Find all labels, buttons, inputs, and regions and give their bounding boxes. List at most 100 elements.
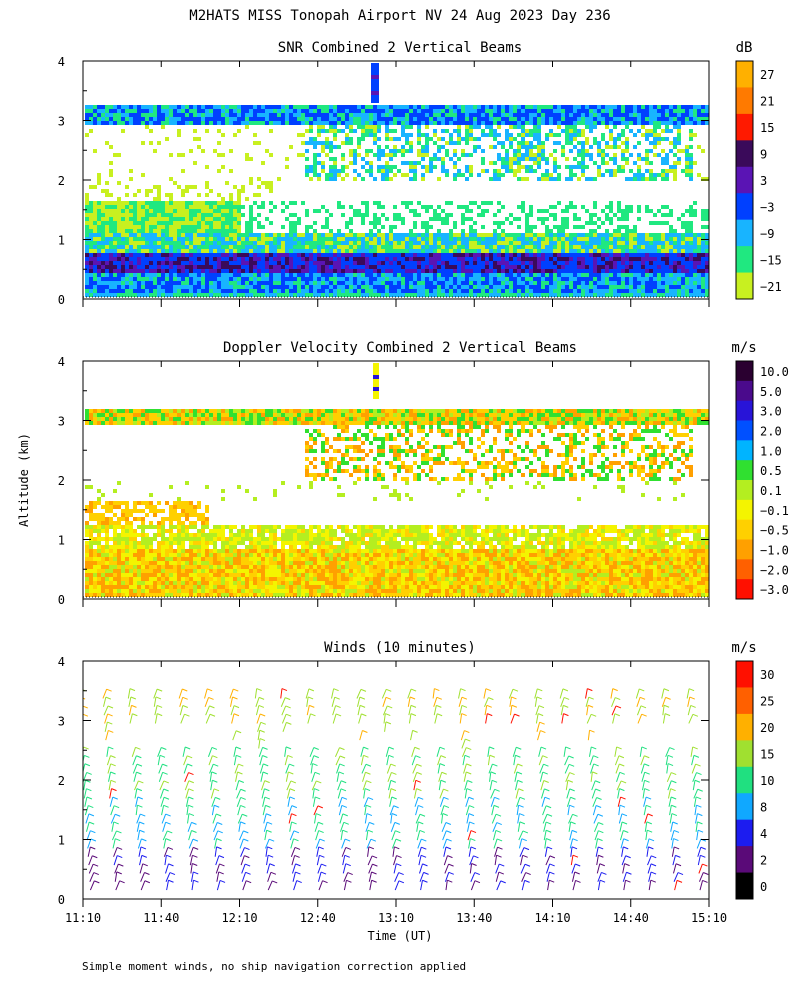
snr-cell bbox=[261, 113, 265, 117]
snr-cell bbox=[689, 293, 693, 297]
snr-cell bbox=[705, 177, 709, 181]
snr-cell bbox=[301, 133, 305, 137]
snr-cell bbox=[413, 289, 417, 293]
snr-cell bbox=[453, 149, 457, 153]
snr-cell bbox=[493, 281, 497, 285]
snr-cell bbox=[413, 177, 417, 181]
snr-cell bbox=[645, 177, 649, 181]
snr-cell bbox=[417, 113, 421, 117]
snr-cell bbox=[329, 229, 333, 233]
snr-cell bbox=[273, 233, 277, 237]
snr-cell bbox=[565, 289, 569, 293]
snr-cell bbox=[189, 209, 193, 213]
snr-cell bbox=[337, 237, 341, 241]
snr-cell bbox=[397, 249, 401, 253]
snr-cell bbox=[197, 193, 201, 197]
snr-cell bbox=[369, 289, 373, 293]
snr-cell bbox=[385, 145, 389, 149]
snr-cell bbox=[665, 257, 669, 261]
snr-cell bbox=[157, 221, 161, 225]
snr-cell bbox=[621, 153, 625, 157]
doppler-cell bbox=[85, 557, 89, 561]
snr-cell bbox=[445, 201, 449, 205]
snr-cell bbox=[277, 177, 281, 181]
snr-cell bbox=[265, 113, 269, 117]
snr-cell bbox=[221, 289, 225, 293]
snr-cell bbox=[373, 129, 377, 133]
snr-cell bbox=[193, 129, 197, 133]
snr-cell bbox=[685, 165, 689, 169]
snr-cell bbox=[497, 225, 501, 229]
snr-cell bbox=[185, 265, 189, 269]
snr-cell bbox=[257, 141, 261, 145]
snr-cell bbox=[653, 109, 657, 113]
snr-cell bbox=[433, 129, 437, 133]
snr-cell bbox=[413, 213, 417, 217]
snr-cell bbox=[669, 261, 673, 265]
snr-cell bbox=[549, 177, 553, 181]
snr-cell bbox=[633, 281, 637, 285]
snr-cell bbox=[657, 269, 661, 273]
snr-cell bbox=[85, 105, 89, 109]
snr-cell bbox=[169, 237, 173, 241]
snr-cell bbox=[545, 161, 549, 165]
snr-cell bbox=[221, 249, 225, 253]
snr-cell bbox=[253, 289, 257, 293]
snr-cell bbox=[489, 273, 493, 277]
snr-cell bbox=[677, 117, 681, 121]
snr-cell bbox=[441, 249, 445, 253]
snr-cell bbox=[293, 265, 297, 269]
snr-cell bbox=[193, 113, 197, 117]
snr-cell bbox=[185, 281, 189, 285]
snr-cell bbox=[257, 185, 261, 189]
snr-cell bbox=[457, 173, 461, 177]
snr-cell bbox=[517, 245, 521, 249]
snr-cell bbox=[93, 233, 97, 237]
doppler-cell bbox=[105, 509, 109, 513]
snr-cell bbox=[653, 133, 657, 137]
snr-cell bbox=[265, 277, 269, 281]
snr-cell bbox=[153, 117, 157, 121]
snr-cell bbox=[409, 265, 413, 269]
doppler-cell bbox=[93, 581, 97, 585]
snr-cell bbox=[561, 221, 565, 225]
snr-cell bbox=[109, 109, 113, 113]
snr-cell bbox=[321, 205, 325, 209]
snr-cell bbox=[525, 109, 529, 113]
snr-cell bbox=[605, 273, 609, 277]
snr-cell bbox=[461, 221, 465, 225]
snr-cell bbox=[517, 249, 521, 253]
snr-cell bbox=[537, 153, 541, 157]
snr-cell bbox=[341, 205, 345, 209]
snr-cell bbox=[137, 217, 141, 221]
snr-cell bbox=[457, 261, 461, 265]
snr-cell bbox=[417, 245, 421, 249]
doppler-cell bbox=[89, 413, 93, 417]
snr-cell bbox=[689, 253, 693, 257]
snr-cell bbox=[137, 117, 141, 121]
snr-cell bbox=[297, 241, 301, 245]
snr-cell bbox=[193, 221, 197, 225]
snr-cell bbox=[285, 257, 289, 261]
snr-cell bbox=[433, 105, 437, 109]
snr-cell bbox=[297, 261, 301, 265]
snr-cell bbox=[409, 245, 413, 249]
snr-cell bbox=[225, 105, 229, 109]
snr-cell bbox=[597, 285, 601, 289]
snr-cell bbox=[469, 113, 473, 117]
snr-cell bbox=[401, 161, 405, 165]
snr-cell bbox=[453, 249, 457, 253]
snr-cell bbox=[313, 257, 317, 261]
snr-cell bbox=[409, 269, 413, 273]
snr-cell bbox=[241, 269, 245, 273]
snr-cell bbox=[481, 149, 485, 153]
snr-cell bbox=[425, 257, 429, 261]
snr-cell bbox=[197, 225, 201, 229]
doppler-cell bbox=[97, 565, 101, 569]
doppler-cell bbox=[89, 565, 93, 569]
snr-cell bbox=[129, 285, 133, 289]
snr-cell bbox=[189, 233, 193, 237]
snr-cell bbox=[597, 105, 601, 109]
snr-cell bbox=[701, 109, 705, 113]
snr-cell bbox=[329, 237, 333, 241]
